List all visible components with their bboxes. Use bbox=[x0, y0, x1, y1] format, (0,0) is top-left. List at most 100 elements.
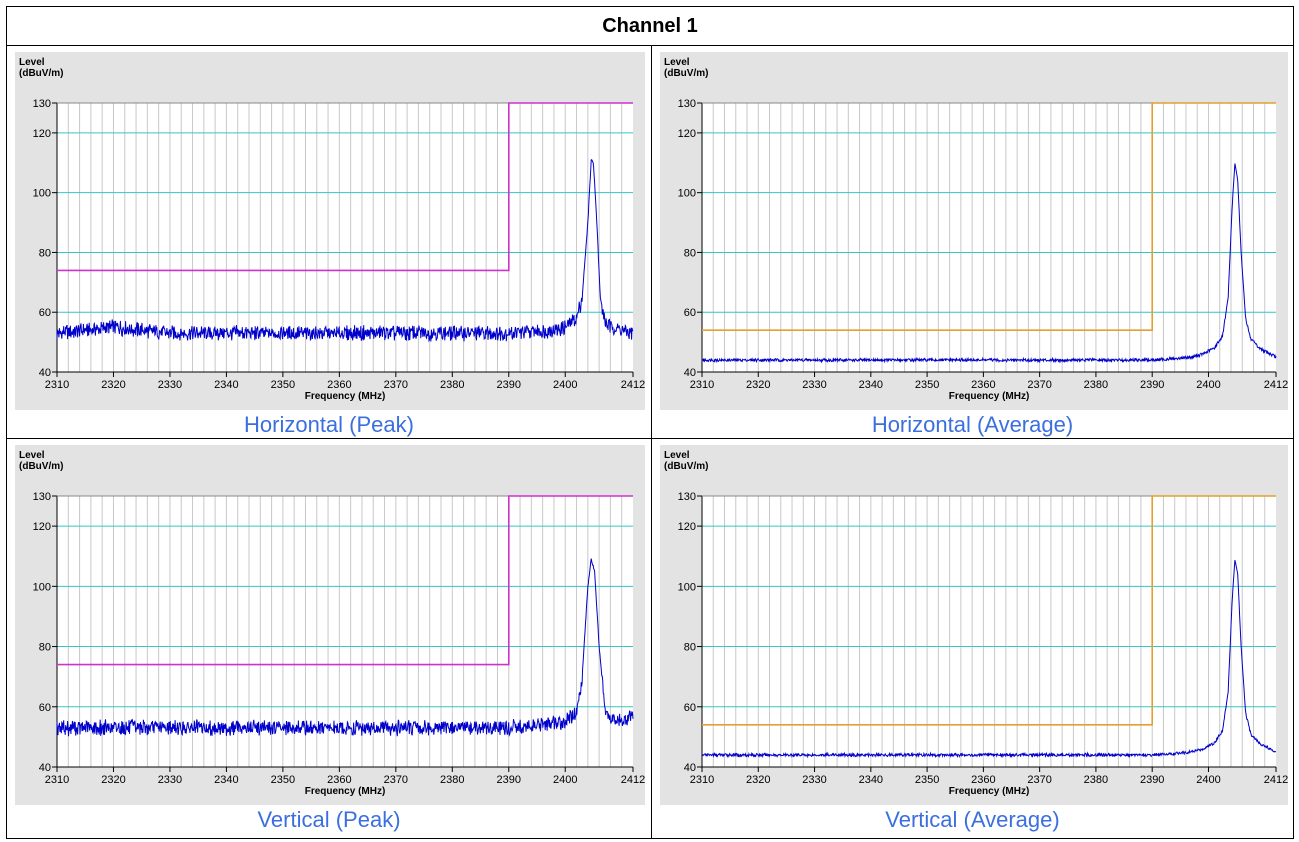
y-axis-label: Level bbox=[664, 57, 690, 68]
x-tick-label: 2330 bbox=[158, 774, 182, 786]
y-tick-label: 120 bbox=[678, 521, 696, 533]
x-tick-label: 2380 bbox=[440, 774, 464, 786]
x-tick-label: 2400 bbox=[1196, 774, 1220, 786]
y-tick-label: 60 bbox=[39, 307, 51, 319]
y-tick-label: 80 bbox=[684, 247, 696, 259]
x-tick-label: 2390 bbox=[497, 774, 521, 786]
x-tick-label: 2370 bbox=[1027, 774, 1051, 786]
x-tick-label: 2380 bbox=[1084, 379, 1108, 391]
y-tick-label: 40 bbox=[39, 762, 51, 774]
x-tick-label: 2310 bbox=[690, 774, 714, 786]
limit-line bbox=[57, 102, 633, 272]
chart-cell-horizontal-average: 40 60 80 100 120 130 2310 2320 2330 2340 2350 2360 2… bbox=[652, 46, 1293, 439]
x-tick-label: 2320 bbox=[746, 774, 770, 786]
y-tick-label: 40 bbox=[684, 367, 696, 379]
x-tick-label: 2340 bbox=[214, 774, 238, 786]
chart-svg: 40 60 80 100 120 130 2310 2320 2330 2340 2350 2360 2… bbox=[664, 450, 1288, 797]
x-tick-label: 2380 bbox=[1084, 774, 1108, 786]
x-tick-label: 2370 bbox=[384, 379, 408, 391]
y-tick-label: 130 bbox=[678, 491, 696, 503]
x-tick-label: 2330 bbox=[802, 774, 826, 786]
limit-line bbox=[702, 495, 1276, 726]
y-tick-label: 130 bbox=[678, 98, 696, 110]
x-tick-label: 2380 bbox=[440, 379, 464, 391]
chart-panel: 40 60 80 100 120 130 2310 2320 2330 2340 2350 2360 2… bbox=[15, 445, 645, 805]
x-tick-label: 2340 bbox=[214, 379, 238, 391]
y-tick-label: 100 bbox=[33, 581, 51, 593]
y-tick-label: 80 bbox=[684, 642, 696, 654]
measurement-trace bbox=[701, 559, 1277, 759]
chart-svg: 40 60 80 100 120 130 2310 2320 2330 2340 2350 2360 2… bbox=[19, 57, 645, 402]
chart-caption: Vertical (Peak) bbox=[257, 807, 401, 832]
x-tick-label: 2350 bbox=[915, 774, 939, 786]
x-tick-label: 2310 bbox=[45, 774, 69, 786]
y-tick-label: 60 bbox=[684, 702, 696, 714]
y-axis-label: (dBuV/m) bbox=[19, 461, 63, 472]
x-tick-label: 2320 bbox=[101, 774, 125, 786]
y-tick-label: 120 bbox=[33, 128, 51, 140]
y-axis-label: Level bbox=[19, 57, 45, 68]
plot-background bbox=[702, 496, 1276, 767]
chart-cell-horizontal-peak: 40 60 80 100 120 130 2310 2320 2330 2340 2350 2360 2… bbox=[7, 46, 652, 439]
x-axis-label: Frequency (MHz) bbox=[305, 786, 386, 797]
x-tick-label: 2370 bbox=[384, 774, 408, 786]
x-tick-label: 2412 bbox=[621, 379, 645, 391]
y-tick-label: 80 bbox=[39, 642, 51, 654]
x-tick-label: 2320 bbox=[101, 379, 125, 391]
report-table: Channel 1 40 60 80 100 120 130 2310 2320 2330 234… bbox=[6, 6, 1294, 839]
chart-cell-vertical-average: 40 60 80 100 120 130 2310 2320 2330 2340 2350 2360 2… bbox=[652, 439, 1293, 838]
x-tick-label: 2330 bbox=[802, 379, 826, 391]
x-tick-label: 2412 bbox=[1264, 379, 1288, 391]
y-tick-label: 120 bbox=[678, 128, 696, 140]
y-tick-label: 60 bbox=[684, 307, 696, 319]
plot-background bbox=[702, 103, 1276, 372]
chart-panel: 40 60 80 100 120 130 2310 2320 2330 2340 2350 2360 2… bbox=[660, 445, 1288, 805]
x-axis-label: Frequency (MHz) bbox=[949, 391, 1030, 402]
x-tick-label: 2400 bbox=[553, 379, 577, 391]
x-tick-label: 2360 bbox=[327, 774, 351, 786]
measurement-trace bbox=[701, 163, 1277, 364]
page-title: Channel 1 bbox=[7, 7, 1293, 46]
y-axis-label: (dBuV/m) bbox=[19, 68, 63, 79]
y-tick-label: 120 bbox=[33, 521, 51, 533]
y-tick-label: 130 bbox=[33, 491, 51, 503]
measurement-trace bbox=[56, 558, 634, 738]
x-tick-label: 2340 bbox=[859, 774, 883, 786]
x-tick-label: 2412 bbox=[1264, 774, 1288, 786]
chart-svg: 40 60 80 100 120 130 2310 2320 2330 2340 2350 2360 2… bbox=[19, 450, 645, 797]
y-tick-label: 80 bbox=[39, 247, 51, 259]
x-tick-label: 2310 bbox=[690, 379, 714, 391]
chart-svg: 40 60 80 100 120 130 2310 2320 2330 2340 2350 2360 2… bbox=[664, 57, 1288, 402]
x-tick-label: 2350 bbox=[915, 379, 939, 391]
chart-panel: 40 60 80 100 120 130 2310 2320 2330 2340 2350 2360 2… bbox=[15, 52, 645, 410]
y-axis-label: Level bbox=[664, 450, 690, 461]
x-axis-label: Frequency (MHz) bbox=[305, 391, 386, 402]
x-tick-label: 2412 bbox=[621, 774, 645, 786]
y-tick-label: 60 bbox=[39, 702, 51, 714]
y-axis-label: (dBuV/m) bbox=[664, 68, 708, 79]
x-tick-label: 2340 bbox=[859, 379, 883, 391]
y-tick-label: 130 bbox=[33, 98, 51, 110]
y-tick-label: 100 bbox=[33, 188, 51, 200]
x-tick-label: 2350 bbox=[271, 379, 295, 391]
y-tick-label: 100 bbox=[678, 581, 696, 593]
x-tick-label: 2360 bbox=[327, 379, 351, 391]
y-tick-label: 40 bbox=[684, 762, 696, 774]
x-tick-label: 2390 bbox=[1140, 379, 1164, 391]
limit-line bbox=[57, 495, 633, 666]
y-axis-label: Level bbox=[19, 450, 45, 461]
chart-panel: 40 60 80 100 120 130 2310 2320 2330 2340 2350 2360 2… bbox=[660, 52, 1288, 410]
measurement-trace bbox=[56, 159, 634, 343]
x-tick-label: 2390 bbox=[497, 379, 521, 391]
x-tick-label: 2370 bbox=[1027, 379, 1051, 391]
x-tick-label: 2350 bbox=[271, 774, 295, 786]
x-axis-label: Frequency (MHz) bbox=[949, 786, 1030, 797]
chart-caption: Horizontal (Average) bbox=[871, 412, 1074, 437]
y-axis-label: (dBuV/m) bbox=[664, 461, 708, 472]
x-tick-label: 2320 bbox=[746, 379, 770, 391]
x-tick-label: 2330 bbox=[158, 379, 182, 391]
x-tick-label: 2390 bbox=[1140, 774, 1164, 786]
limit-line bbox=[702, 102, 1276, 332]
y-tick-label: 40 bbox=[39, 367, 51, 379]
y-tick-label: 100 bbox=[678, 188, 696, 200]
